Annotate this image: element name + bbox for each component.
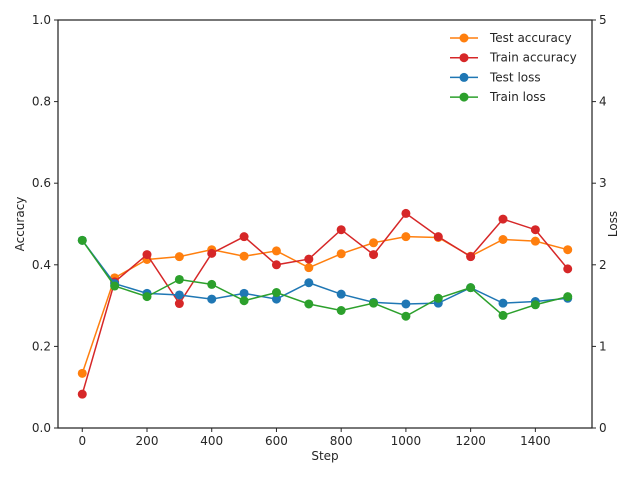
x-tick-label: 800 — [330, 434, 353, 448]
data-point — [401, 311, 411, 321]
data-point — [336, 249, 346, 259]
data-point — [174, 274, 184, 284]
data-point — [77, 235, 87, 245]
data-point — [304, 299, 314, 309]
data-point — [77, 389, 87, 399]
y2-axis-label: Loss — [606, 211, 620, 237]
data-point — [239, 296, 249, 306]
x-tick-label: 400 — [200, 434, 223, 448]
data-point — [304, 278, 314, 288]
data-point — [401, 299, 411, 309]
data-point — [271, 288, 281, 298]
y-tick-label: 0.0 — [32, 421, 51, 435]
legend: Test accuracy Train accuracy Test loss Trai… — [450, 31, 577, 104]
x-tick-label: 1400 — [520, 434, 551, 448]
y2-tick-label: 4 — [599, 95, 607, 109]
data-point — [401, 232, 411, 242]
data-point — [239, 251, 249, 261]
data-point — [466, 283, 476, 293]
legend-marker — [459, 33, 469, 43]
data-point — [142, 292, 152, 302]
y2-tick-label: 5 — [599, 13, 607, 27]
data-point — [433, 293, 443, 303]
data-point — [174, 252, 184, 262]
legend-label: Train loss — [489, 90, 546, 104]
x-tick-label: 1200 — [455, 434, 486, 448]
legend-label: Test loss — [489, 70, 541, 84]
y-tick-label: 0.8 — [32, 95, 51, 109]
data-point — [498, 298, 508, 308]
data-point — [563, 245, 573, 255]
data-point — [207, 248, 217, 258]
data-point — [207, 294, 217, 304]
plot-area — [77, 208, 573, 399]
y2-tick-label: 2 — [599, 258, 607, 272]
data-point — [271, 260, 281, 270]
legend-marker — [459, 92, 469, 102]
data-point — [563, 264, 573, 274]
series-line — [81, 239, 568, 318]
x-tick-label: 1000 — [391, 434, 422, 448]
data-point — [498, 235, 508, 245]
x-tick-label: 200 — [136, 434, 159, 448]
y-axis-label: Accuracy — [13, 197, 27, 252]
data-point — [530, 300, 540, 310]
x-tick-label: 0 — [78, 434, 86, 448]
data-point — [77, 368, 87, 378]
data-point — [174, 290, 184, 300]
y-tick-label: 0.6 — [32, 176, 51, 190]
legend-label: Train accuracy — [489, 51, 577, 65]
data-point — [142, 250, 152, 260]
series-line — [81, 235, 568, 374]
legend-label: Test accuracy — [489, 31, 572, 45]
series-line — [81, 239, 568, 305]
y-tick-label: 0.2 — [32, 339, 51, 353]
plot-frame — [57, 19, 593, 429]
data-point — [563, 292, 573, 302]
axes: 0 200 400 600 800 1000 1200 1400 0.0 0.2 0.4 0.6 0.8… — [32, 13, 607, 448]
data-point — [530, 236, 540, 246]
series-line — [81, 212, 569, 395]
data-point — [336, 305, 346, 315]
data-point — [271, 294, 281, 304]
data-point — [369, 250, 379, 260]
data-point — [271, 246, 281, 256]
data-point — [304, 263, 314, 273]
data-point — [304, 254, 314, 264]
data-point — [369, 298, 379, 308]
data-point — [207, 279, 217, 289]
data-point — [401, 208, 411, 218]
data-point — [239, 232, 249, 242]
data-point — [239, 288, 249, 298]
y2-tick-label: 1 — [599, 339, 607, 353]
data-point — [174, 299, 184, 309]
data-point — [498, 214, 508, 224]
y-tick-label: 1.0 — [32, 13, 51, 27]
y2-tick-label: 0 — [599, 421, 607, 435]
x-tick-label: 600 — [265, 434, 288, 448]
x-axis-label: Step — [311, 449, 338, 463]
y2-tick-label: 3 — [599, 176, 607, 190]
legend-marker — [459, 72, 469, 82]
data-point — [336, 289, 346, 299]
data-point — [369, 238, 379, 248]
data-point — [433, 232, 443, 242]
data-point — [466, 252, 476, 262]
data-point — [336, 225, 346, 235]
legend-marker — [459, 53, 469, 63]
data-point — [530, 225, 540, 235]
data-point — [110, 281, 120, 291]
data-point — [498, 310, 508, 320]
y-tick-label: 0.4 — [32, 258, 51, 272]
